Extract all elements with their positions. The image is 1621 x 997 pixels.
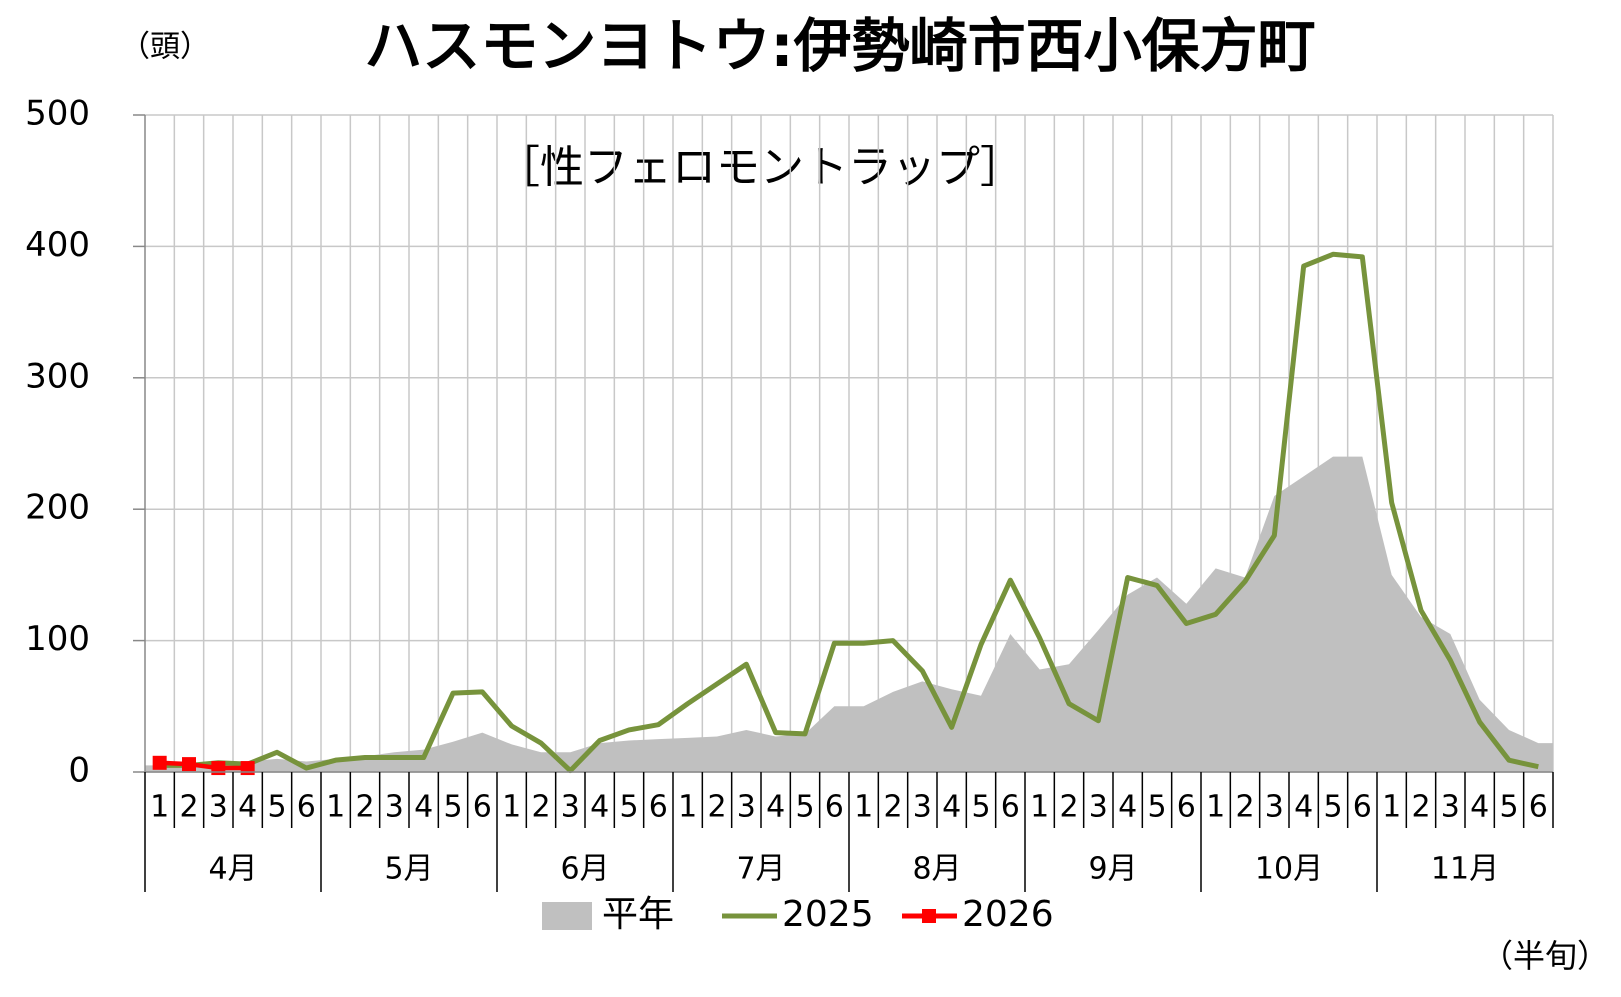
legend-marker	[922, 909, 936, 923]
x-tick-label: 2	[355, 790, 374, 825]
x-tick-label: 6	[297, 790, 316, 825]
x-tick-label: 5	[267, 790, 286, 825]
month-label: 8月	[912, 852, 961, 887]
x-tick-label: 1	[502, 790, 521, 825]
x-tick-label: 1	[1206, 790, 1225, 825]
x-tick-label: 1	[678, 790, 697, 825]
x-tick-label: 4	[1118, 790, 1137, 825]
x-tick-label: 2	[707, 790, 726, 825]
month-label: 4月	[208, 852, 257, 887]
x-tick-label: 4	[1294, 790, 1313, 825]
x-tick-label: 4	[414, 790, 433, 825]
x-tick-label: 6	[1529, 790, 1548, 825]
chart-subtitle: ［性フェロモントラップ］	[496, 142, 1024, 193]
x-tick-label: 2	[1059, 790, 1078, 825]
x-tick-label: 4	[1470, 790, 1489, 825]
x-tick-label: 6	[1001, 790, 1020, 825]
x-tick-label: 5	[1147, 790, 1166, 825]
x-unit: （半旬）	[1481, 937, 1609, 975]
x-tick-label: 1	[1030, 790, 1049, 825]
x-tick-label: 5	[1499, 790, 1518, 825]
y-tick-label: 400	[25, 225, 90, 265]
x-tick-label: 3	[1265, 790, 1284, 825]
x-tick-label: 5	[619, 790, 638, 825]
x-tick-label: 3	[561, 790, 580, 825]
y-tick-label: 200	[25, 488, 90, 528]
x-tick-label: 3	[1089, 790, 1108, 825]
x-tick-label: 2	[1411, 790, 1430, 825]
x-tick-label: 1	[854, 790, 873, 825]
month-label: 5月	[384, 852, 433, 887]
x-tick-label: 5	[1323, 790, 1342, 825]
x-tick-label: 6	[825, 790, 844, 825]
month-label: 11月	[1431, 852, 1499, 887]
x-tick-label: 2	[1235, 790, 1254, 825]
x-tick-label: 2	[531, 790, 550, 825]
month-label: 10月	[1255, 852, 1323, 887]
x-tick-label: 6	[1177, 790, 1196, 825]
y-tick-label: 300	[25, 356, 90, 396]
x-tick-label: 4	[942, 790, 961, 825]
chart-title: ハスモンヨトウ:伊勢崎市西小保方町	[364, 12, 1315, 80]
marker	[240, 761, 255, 776]
x-tick-label: 5	[795, 790, 814, 825]
x-tick-label: 3	[737, 790, 756, 825]
marker	[211, 761, 226, 776]
legend-label: 平年	[602, 894, 674, 935]
x-tick-label: 6	[473, 790, 492, 825]
x-tick-label: 3	[209, 790, 228, 825]
legend-swatch	[542, 902, 592, 930]
y-tick-label: 0	[68, 751, 90, 791]
month-label: 9月	[1088, 852, 1137, 887]
x-tick-label: 4	[766, 790, 785, 825]
x-tick-label: 4	[590, 790, 609, 825]
legend-label: 2026	[962, 894, 1054, 935]
month-label: 6月	[560, 852, 609, 887]
marker	[152, 755, 167, 770]
x-tick-label: 2	[883, 790, 902, 825]
line	[159, 760, 248, 771]
x-tick-label: 5	[971, 790, 990, 825]
x-tick-label: 6	[1353, 790, 1372, 825]
x-tick-label: 3	[385, 790, 404, 825]
x-tick-label: 1	[150, 790, 169, 825]
marker	[182, 757, 196, 772]
x-tick-label: 2	[179, 790, 198, 825]
month-label: 7月	[736, 852, 785, 887]
x-tick-label: 3	[913, 790, 932, 825]
legend-label: 2025	[782, 894, 874, 935]
x-tick-label: 4	[238, 790, 257, 825]
y-tick-label: 500	[25, 94, 90, 134]
x-tick-label: 6	[649, 790, 668, 825]
x-tick-label: 1	[326, 790, 345, 825]
y-unit: （頭）	[120, 30, 210, 65]
line	[159, 251, 1539, 774]
x-tick-label: 1	[1382, 790, 1401, 825]
area	[145, 456, 1553, 772]
x-tick-label: 5	[443, 790, 462, 825]
x-tick-label: 3	[1441, 790, 1460, 825]
y-tick-label: 100	[25, 619, 90, 659]
